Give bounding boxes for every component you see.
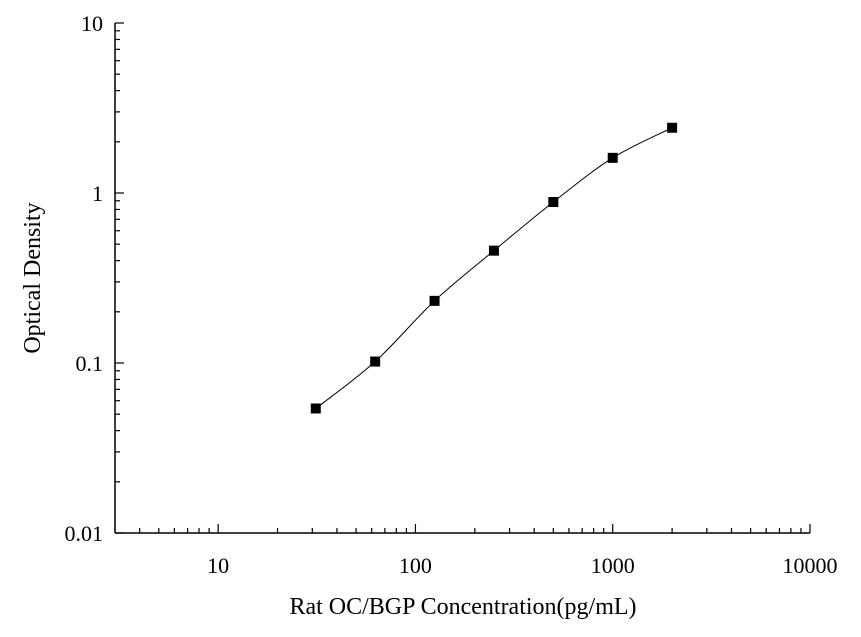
data-point [667,122,678,133]
x-tick-label: 10 [207,553,229,578]
x-tick-label: 100 [399,553,432,578]
data-point [548,197,559,208]
x-tick-label: 1000 [591,553,635,578]
y-tick-labels: 0.01 0.1 1 10 [65,11,104,546]
data-points [310,122,678,414]
y-tick-label: 10 [81,11,103,36]
fit-curve [315,127,673,409]
y-tick-label: 1 [92,181,103,206]
data-point [429,295,440,306]
data-point [488,245,499,256]
axes [114,23,810,534]
data-point [607,152,618,163]
y-ticks [115,22,124,534]
y-tick-label: 0.01 [65,521,104,546]
y-axis-title: Optical Density [20,202,46,353]
x-ticks [114,524,811,533]
x-tick-label: 10000 [783,553,838,578]
x-tick-labels: 10 100 1000 10000 [207,553,837,578]
data-point [310,403,321,414]
data-point [370,356,381,367]
x-axis-title: Rat OC/BGP Concentration(pg/mL) [289,594,636,620]
y-tick-label: 0.1 [76,351,104,376]
